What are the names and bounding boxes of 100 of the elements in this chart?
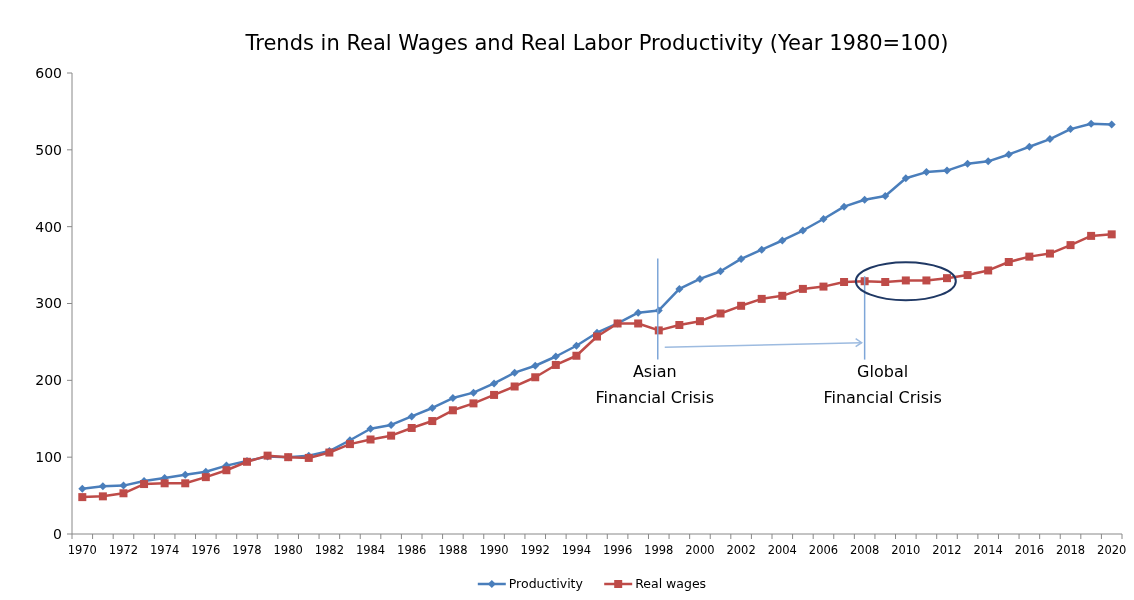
point [78, 484, 87, 493]
point [984, 157, 993, 166]
point [695, 274, 704, 283]
point [469, 388, 478, 397]
x-tick-label: 1980 [273, 543, 303, 557]
point [387, 431, 396, 440]
point [1107, 120, 1116, 129]
point [881, 277, 890, 286]
point [510, 382, 519, 391]
point [490, 390, 499, 399]
point [737, 301, 746, 310]
point [181, 479, 190, 488]
point [490, 379, 499, 388]
x-tick-label: 2000 [685, 543, 715, 557]
point [860, 195, 869, 204]
point [922, 276, 931, 285]
point [448, 394, 457, 403]
point [675, 321, 684, 330]
point [634, 319, 643, 328]
point [407, 412, 416, 421]
x-tick-label: 1988 [438, 543, 468, 557]
point [675, 284, 684, 293]
chart-title: Trends in Real Wages and Real Labor Productivity (Year 1980=100) [244, 31, 949, 55]
x-tick-label: 1970 [67, 543, 97, 557]
point [922, 168, 931, 177]
point [366, 424, 375, 433]
y-tick-label: 500 [35, 141, 62, 158]
point [716, 309, 725, 318]
point [201, 473, 210, 482]
point [984, 266, 993, 275]
point [448, 406, 457, 415]
x-tick-label: 1992 [520, 543, 550, 557]
point [572, 341, 581, 350]
point [757, 245, 766, 254]
point [963, 271, 972, 280]
point [366, 435, 375, 444]
point [428, 417, 437, 426]
point [78, 493, 87, 502]
point [943, 274, 951, 283]
point [737, 254, 746, 263]
point [1107, 230, 1116, 239]
point [119, 489, 128, 498]
point [963, 159, 972, 168]
point [1087, 119, 1096, 128]
x-tick-label: 2020 [1097, 543, 1127, 557]
x-tick-label: 2012 [932, 543, 962, 557]
point [819, 282, 828, 291]
point [510, 368, 519, 377]
point [119, 481, 128, 490]
point [634, 308, 643, 317]
point [469, 399, 478, 408]
y-tick-label: 200 [35, 372, 62, 389]
point [757, 294, 766, 303]
x-tick-label: 2006 [808, 543, 839, 557]
y-tick-label: 0 [53, 525, 62, 542]
x-tick-label: 2008 [850, 543, 880, 557]
point [840, 277, 849, 286]
point [881, 191, 890, 200]
x-tick-label: 1986 [397, 543, 427, 557]
point [181, 470, 190, 479]
x-tick-label: 2002 [726, 543, 756, 557]
x-tick-label: 2004 [767, 543, 797, 557]
point [551, 360, 560, 369]
point [798, 284, 807, 293]
x-tick-label: 2014 [973, 543, 1003, 557]
point [778, 291, 787, 300]
point [551, 352, 560, 361]
x-tick-label: 2018 [1055, 543, 1086, 557]
x-tick-label: 2016 [1014, 543, 1044, 557]
point [840, 202, 849, 211]
point [98, 492, 107, 501]
point [1004, 150, 1013, 159]
y-tick-label: 100 [35, 449, 62, 466]
point [160, 479, 169, 488]
point [716, 267, 725, 276]
point [140, 480, 149, 489]
point [531, 361, 540, 370]
x-tick-label: 1998 [644, 543, 674, 557]
point [1087, 231, 1096, 240]
point [1025, 252, 1034, 261]
point [1045, 249, 1054, 258]
y-tick-label: 400 [35, 218, 62, 235]
point [387, 420, 396, 429]
point [572, 351, 581, 360]
x-tick-label: 1978 [232, 543, 262, 557]
x-tick-label: 1984 [355, 543, 386, 557]
point [778, 236, 787, 245]
point [1025, 142, 1034, 151]
annotation: Asian Financial Crisis [595, 362, 714, 407]
point [1045, 135, 1054, 144]
point [428, 403, 437, 412]
x-tick-label: 2010 [891, 543, 921, 557]
point [531, 373, 540, 382]
x-tick-label: 1974 [150, 543, 180, 557]
legend-label: Real wages [635, 576, 707, 592]
x-tick-label: 1994 [561, 543, 592, 557]
x-tick-label: 1976 [191, 543, 221, 557]
y-tick-label: 600 [35, 64, 62, 81]
point [943, 166, 951, 175]
point [819, 214, 828, 223]
